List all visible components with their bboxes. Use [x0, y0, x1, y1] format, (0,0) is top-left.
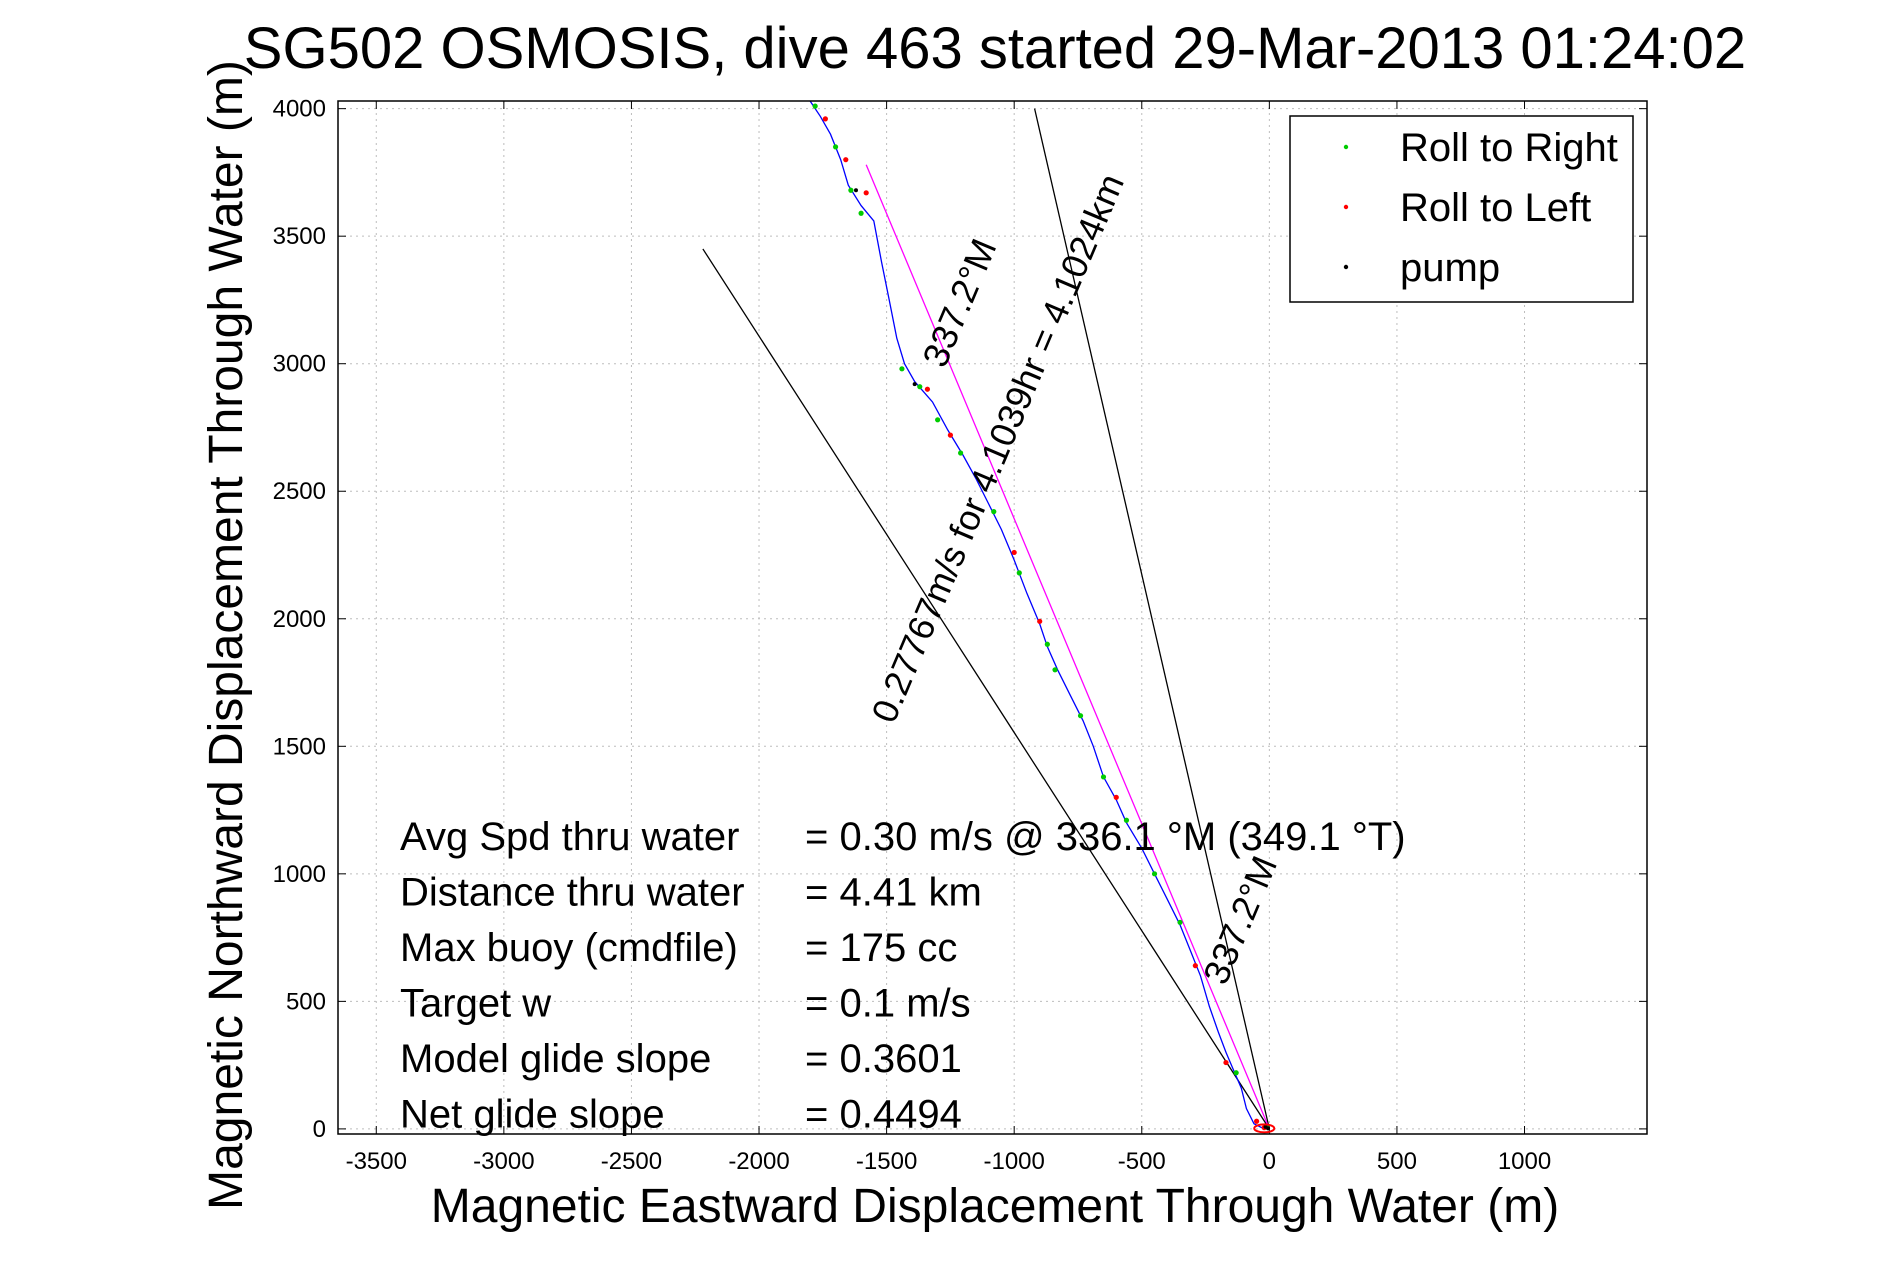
- markers: [812, 103, 1276, 1134]
- pump-point: [912, 382, 917, 387]
- pump-point: [1263, 1124, 1268, 1129]
- x-tick-label: -3500: [346, 1148, 407, 1175]
- stat-label: Model glide slope: [400, 1037, 711, 1081]
- roll-right-point: [1177, 919, 1183, 925]
- x-tick-label: -1500: [856, 1148, 917, 1175]
- stat-value: = 4.41 km: [805, 871, 982, 915]
- stat-label: Avg Spd thru water: [400, 815, 739, 859]
- x-tick-label: -2000: [728, 1148, 789, 1175]
- x-tick-label: -3000: [473, 1148, 534, 1175]
- legend-label: pump: [1400, 246, 1500, 290]
- y-tick-label: 2500: [273, 478, 326, 505]
- reference-line: [1033, 108, 1270, 1130]
- roll-right-point: [1151, 871, 1158, 877]
- plot-frame: [337, 100, 1648, 1135]
- y-tick-label: 1500: [273, 733, 326, 760]
- y-tick-label: 3500: [273, 223, 326, 250]
- pump-point: [853, 188, 858, 193]
- x-tick-label: -1000: [983, 1148, 1044, 1175]
- roll-left-point: [1011, 549, 1017, 556]
- roll-right-point: [858, 210, 864, 216]
- chart-title: SG502 OSMOSIS, dive 463 started 29-Mar-2…: [244, 16, 1746, 81]
- stat-label: Distance thru water: [400, 871, 745, 915]
- stat-label: Net glide slope: [400, 1093, 665, 1137]
- stat-value: = 175 cc: [805, 926, 957, 970]
- roll-right-point: [848, 187, 854, 193]
- roll-right-point: [1077, 713, 1084, 719]
- stat-label: Max buoy (cmdfile): [400, 926, 738, 970]
- legend-marker: [1343, 264, 1349, 270]
- ticks: -3500 -3000 -2500 -2000 -1500 -1000 -500 0 500 10…: [273, 96, 1647, 1175]
- roll-right-point: [1123, 817, 1130, 823]
- x-tick-label: 0: [1263, 1148, 1276, 1175]
- line-annotation: 337.2°M: [1195, 850, 1285, 990]
- roll-right-point: [917, 384, 923, 390]
- roll-right-point: [1044, 641, 1050, 647]
- y-tick-label: 2000: [273, 606, 326, 633]
- reference-line: [865, 164, 1270, 1130]
- roll-left-point: [1223, 1059, 1229, 1066]
- legend-marker: [1343, 144, 1349, 150]
- roll-left-point: [822, 116, 828, 122]
- legend-label: Roll to Left: [1400, 186, 1591, 230]
- roll-left-point: [863, 190, 869, 196]
- stat-value: = 0.1 m/s: [805, 982, 971, 1026]
- stats-block: Avg Spd thru water = 0.30 m/s @ 336.1 °M …: [400, 815, 1406, 1137]
- y-tick-label: 4000: [273, 96, 326, 123]
- origin-cluster: [1253, 1123, 1276, 1134]
- roll-left-point: [1253, 1118, 1260, 1124]
- roll-right-point: [935, 417, 941, 423]
- x-tick-label: 500: [1377, 1148, 1417, 1175]
- roll-left-point: [947, 432, 953, 438]
- roll-right-point: [958, 450, 964, 456]
- roll-left-point: [1113, 794, 1119, 800]
- roll-left-point: [1037, 618, 1043, 624]
- stat-value: = 0.30 m/s @ 336.1 °M (349.1 °T): [805, 815, 1406, 859]
- stat-label: Target w: [400, 982, 551, 1026]
- roll-right-point: [832, 144, 839, 150]
- y-tick-label: 0: [313, 1116, 326, 1143]
- roll-left-point: [843, 157, 849, 163]
- stat-value: = 0.4494: [805, 1093, 962, 1137]
- roll-right-point: [899, 366, 905, 372]
- roll-left-point: [924, 386, 931, 392]
- roll-right-point: [1233, 1070, 1239, 1076]
- y-axis-label: Magnetic Northward Displacement Through …: [200, 60, 253, 1210]
- roll-right-point: [1052, 667, 1058, 673]
- track: [809, 100, 1270, 1130]
- x-tick-label: -2500: [601, 1148, 662, 1175]
- x-tick-label: 1000: [1498, 1148, 1551, 1175]
- reference-line: [702, 248, 1270, 1130]
- legend: Roll to Right Roll to Left pump: [1289, 115, 1634, 303]
- y-tick-label: 500: [286, 988, 326, 1015]
- track-line: [809, 100, 1270, 1130]
- grid: [338, 101, 1647, 1134]
- stat-value: = 0.3601: [805, 1037, 962, 1081]
- legend-marker: [1343, 204, 1349, 210]
- roll-right-point: [1016, 570, 1022, 576]
- roll-right-point: [991, 509, 997, 515]
- roll-right-point: [812, 103, 818, 109]
- y-tick-label: 3000: [273, 351, 326, 378]
- x-tick-label: -500: [1118, 1148, 1166, 1175]
- reference-lines: [702, 108, 1270, 1130]
- roll-left-point: [1192, 963, 1198, 969]
- roll-right-point: [1100, 774, 1107, 780]
- annotations: 337.2°M0.27767m/s for 4.1039hr = 4.1024k…: [863, 168, 1285, 990]
- y-tick-label: 1000: [273, 861, 326, 888]
- x-axis-label: Magnetic Eastward Displacement Through W…: [431, 1180, 1559, 1233]
- legend-label: Roll to Right: [1400, 126, 1618, 170]
- line-annotation: 337.2°M: [914, 233, 1004, 373]
